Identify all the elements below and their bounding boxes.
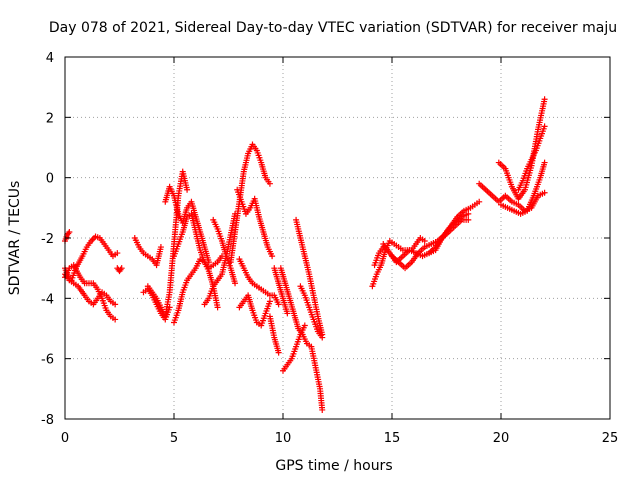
chart-title: Day 078 of 2021, Sidereal Day-to-day VTE… — [49, 20, 617, 36]
data-point — [319, 406, 326, 413]
x-tick-label: 5 — [170, 431, 178, 446]
data-points — [62, 96, 548, 413]
y-tick-label: -4 — [41, 292, 54, 307]
y-tick-label: -2 — [41, 232, 54, 247]
x-tick-label: 10 — [275, 431, 292, 446]
x-tick-label: 25 — [602, 431, 619, 446]
series-t22 — [280, 322, 308, 374]
series-t30 — [498, 159, 548, 217]
series-t21 — [293, 216, 326, 338]
data-point — [421, 238, 428, 245]
series-t28 — [371, 244, 387, 269]
data-point — [275, 349, 282, 356]
data-point — [541, 96, 548, 103]
data-point — [319, 334, 326, 341]
y-tick-label: -6 — [41, 353, 54, 368]
series-t19 — [266, 313, 282, 356]
y-tick-label: -8 — [41, 413, 54, 428]
data-point — [112, 301, 119, 308]
data-point — [266, 298, 273, 305]
series-t17 — [236, 292, 273, 329]
series-t9 — [162, 183, 212, 266]
data-point — [118, 265, 125, 272]
data-point — [541, 189, 548, 196]
x-axis-label: GPS time / hours — [275, 458, 392, 474]
series-t32 — [515, 123, 548, 193]
series-t4 — [62, 228, 73, 245]
data-point — [112, 316, 119, 323]
data-point — [214, 304, 221, 311]
series-t31 — [495, 96, 548, 202]
series-t6 — [131, 235, 164, 269]
series-t3 — [62, 262, 119, 323]
data-point — [184, 186, 191, 193]
series-t2 — [62, 271, 119, 308]
series-t18 — [271, 265, 291, 317]
data-point — [66, 228, 73, 235]
series-t12 — [201, 210, 239, 308]
data-point — [541, 123, 548, 130]
series-t14 — [227, 141, 273, 266]
grid-lines — [65, 57, 610, 419]
y-axis-label: SDTVAR / TECUs — [7, 181, 23, 296]
y-tick-label: 4 — [46, 51, 54, 66]
data-point — [465, 210, 472, 217]
y-tick-label: 2 — [46, 111, 54, 126]
data-point — [166, 304, 173, 311]
series-t26 — [380, 210, 472, 266]
data-point — [465, 216, 472, 223]
series-t11 — [171, 210, 225, 272]
axis-ticks: 0 5 10 15 20 25 -8 -6 -4 -2 0 2 4 — [41, 51, 618, 446]
series-t15 — [234, 186, 276, 260]
x-tick-label: 20 — [493, 431, 510, 446]
data-point — [380, 244, 387, 251]
data-point — [157, 244, 164, 251]
data-point — [284, 310, 291, 317]
data-point — [114, 250, 121, 257]
series-t5 — [114, 265, 125, 275]
x-tick-label: 0 — [61, 431, 69, 446]
y-tick-label: 0 — [46, 172, 54, 187]
series-t27 — [426, 216, 472, 257]
series-t16 — [236, 256, 282, 308]
series-t13 — [210, 216, 239, 287]
data-point — [269, 253, 276, 260]
data-point — [266, 180, 273, 187]
data-point — [275, 301, 282, 308]
data-point — [301, 322, 308, 329]
series-t23 — [297, 283, 326, 341]
x-tick-label: 15 — [384, 431, 401, 446]
series-t25 — [389, 198, 483, 272]
data-point — [476, 198, 483, 205]
data-point — [232, 280, 239, 287]
data-point — [541, 159, 548, 166]
series-t1 — [62, 233, 121, 284]
